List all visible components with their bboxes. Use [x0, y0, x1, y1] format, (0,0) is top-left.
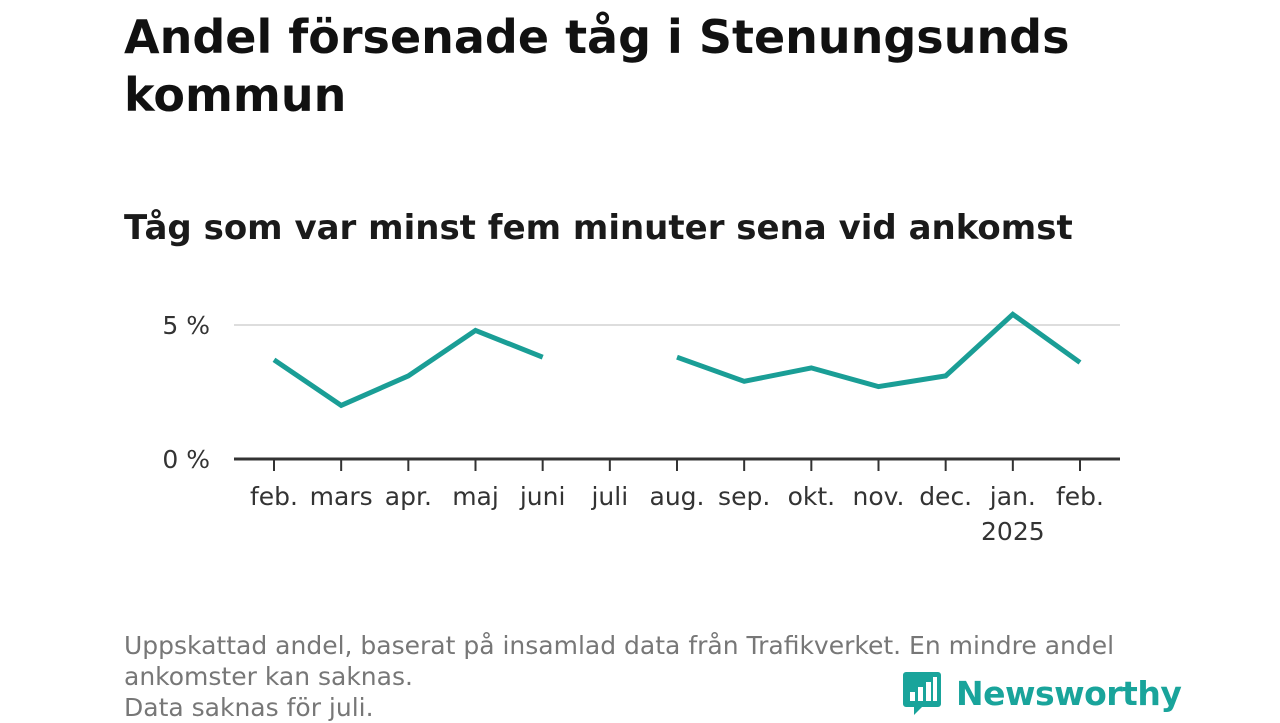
x-tick-label: maj	[452, 482, 499, 511]
footnote-line-1: Uppskattad andel, baserat på insamlad da…	[124, 631, 1115, 660]
x-tick-label: mars	[310, 482, 373, 511]
x-tick-label: nov.	[853, 482, 905, 511]
footnote-line-2: ankomster kan saknas.	[124, 662, 413, 691]
x-axis: feb. mars apr. maj juni juli aug. sep. okt. nov. d…	[234, 457, 1120, 546]
chart-subtitle: Tåg som var minst fem minuter sena vid a…	[124, 208, 1073, 248]
x-tick-label: juli	[590, 482, 628, 511]
brand-name: Newsworthy	[956, 673, 1182, 713]
x-tick-label: okt.	[788, 482, 836, 511]
grid-layer: 0 % 5 %	[162, 311, 1120, 474]
x-tick-label: feb.	[250, 482, 298, 511]
x-tick-label: dec.	[919, 482, 972, 511]
line-layer	[272, 311, 1082, 409]
x-tick-label: jan.	[989, 482, 1036, 511]
chart-title: Andel försenade tåg i Stenungsunds kommu…	[124, 10, 1070, 122]
footnote-line-3: Data saknas för juli.	[124, 693, 374, 722]
x-tick-sublabel: 2025	[981, 517, 1045, 546]
line-chart: 0 % 5 % feb. mars apr. maj juni juli aug. sep. ok…	[162, 311, 1120, 546]
brand-logo: Newsworthy	[902, 670, 1182, 716]
footnote: Uppskattad andel, baserat på insamlad da…	[124, 630, 1164, 723]
x-tick-label: feb.	[1056, 482, 1104, 511]
x-tick-label: sep.	[718, 482, 770, 511]
y-tick-label: 5 %	[162, 311, 210, 340]
series-line	[676, 311, 1082, 390]
x-tick-label: aug.	[650, 482, 705, 511]
newsworthy-logo-icon	[903, 672, 941, 715]
x-tick-label: apr.	[385, 482, 432, 511]
series-line	[272, 327, 544, 409]
y-tick-label: 0 %	[162, 445, 210, 474]
x-tick-label: juni	[519, 482, 566, 511]
